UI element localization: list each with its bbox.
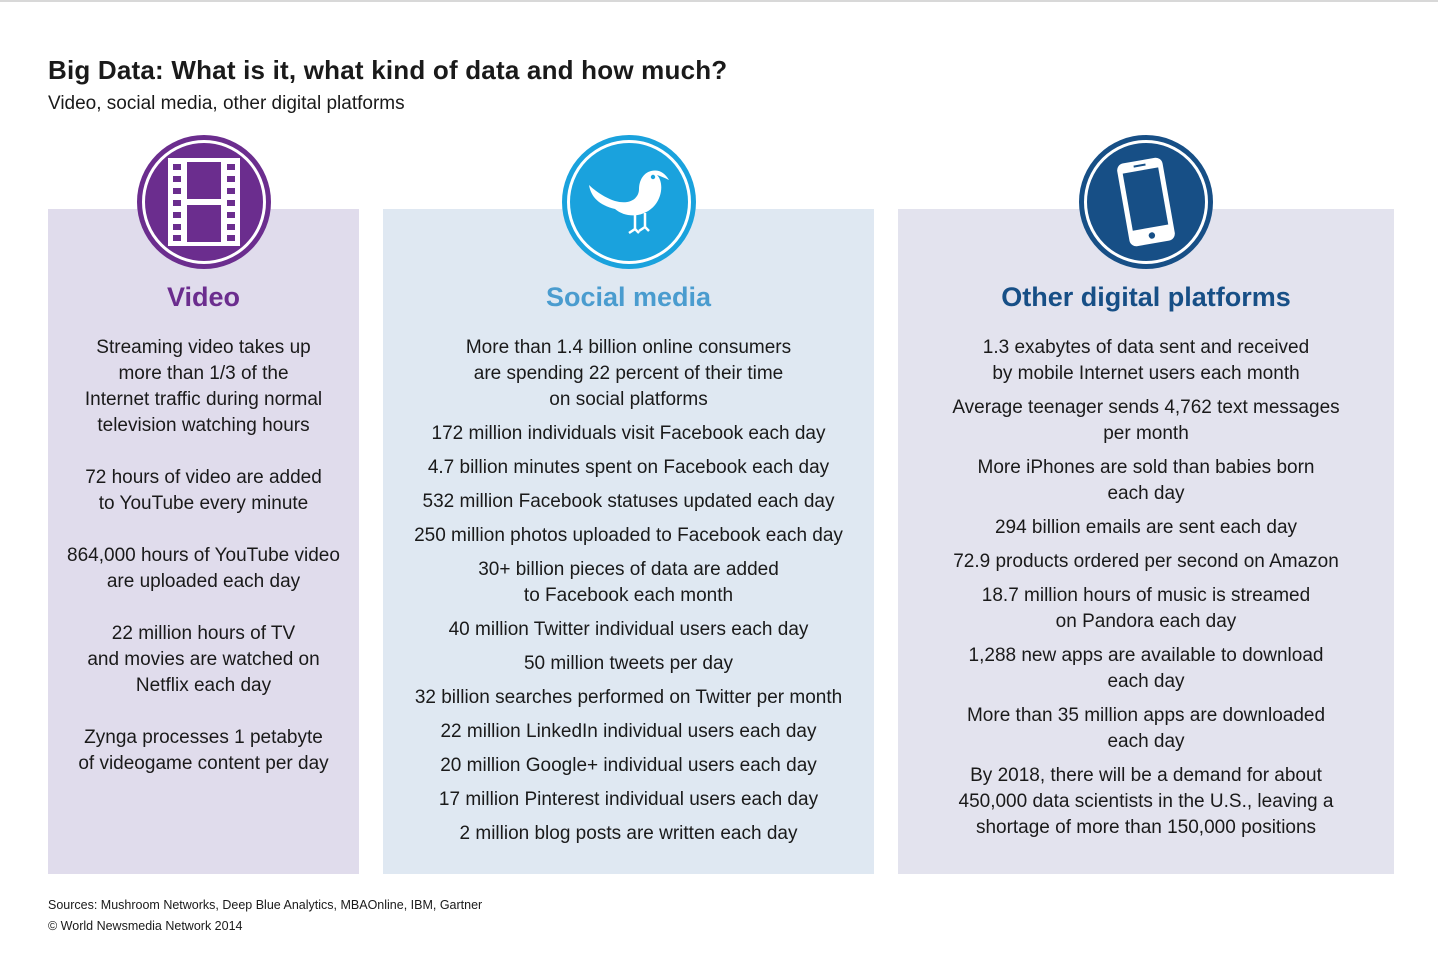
page-title: Big Data: What is it, what kind of data …: [48, 55, 728, 85]
list-item: 72.9 products ordered per second on Amaz…: [953, 551, 1339, 572]
list-item: Zynga processes 1 petabyte of videogame …: [78, 727, 329, 774]
list-item: Streaming video takes up more than 1/3 o…: [84, 337, 323, 436]
video-facts-list: Streaming video takes up more than 1/3 o…: [48, 335, 359, 803]
social-badge: [561, 135, 696, 269]
list-item: 294 billion emails are sent each day: [994, 517, 1298, 538]
list-item: By 2018, there will be a demand for abou…: [958, 765, 1334, 838]
top-divider: [0, 0, 1438, 2]
list-item: 32 billion searches performed on Twitter…: [414, 687, 843, 708]
list-item: 50 million tweets per day: [523, 653, 734, 674]
list-item: 22 million hours of TV and movies are wa…: [87, 623, 320, 696]
list-item: 250 million photos uploaded to Facebook …: [414, 525, 843, 546]
list-item: 4.7 billion minutes spent on Facebook ea…: [427, 457, 830, 478]
list-item: 17 million Pinterest individual users ea…: [438, 789, 819, 810]
copyright-text: © World Newsmedia Network 2014: [48, 919, 243, 933]
social-heading: Social media: [545, 282, 712, 312]
video-panel: Video Streaming video takes up more than…: [48, 135, 359, 874]
video-heading: Video: [166, 282, 241, 312]
page-subtitle: Video, social media, other digital platf…: [48, 93, 405, 114]
list-item: 1,288 new apps are available to download…: [968, 645, 1324, 692]
social-facts-list: More than 1.4 billion online consumers a…: [383, 335, 874, 855]
other-platforms-panel: Other digital platforms 1.3 exabytes of …: [898, 135, 1394, 874]
other-heading: Other digital platforms: [1001, 282, 1291, 312]
film-strip-icon: [167, 158, 240, 246]
list-item: 18.7 million hours of music is streamed …: [981, 585, 1311, 632]
list-item: More than 35 million apps are downloaded…: [966, 705, 1326, 752]
list-item: 532 million Facebook statuses updated ea…: [422, 491, 835, 512]
list-item: Average teenager sends 4,762 text messag…: [952, 397, 1340, 444]
smartphone-icon: [1117, 157, 1175, 247]
footer: Sources: Mushroom Networks, Deep Blue An…: [48, 895, 482, 937]
list-item: More than 1.4 billion online consumers a…: [465, 337, 792, 410]
other-facts-list: 1.3 exabytes of data sent and received b…: [898, 335, 1394, 849]
list-item: 30+ billion pieces of data are added to …: [478, 559, 779, 606]
list-item: 1.3 exabytes of data sent and received b…: [982, 337, 1310, 384]
list-item: 2 million blog posts are written each da…: [459, 823, 798, 844]
list-item: 172 million individuals visit Facebook e…: [431, 423, 826, 444]
other-badge: [1079, 135, 1213, 269]
social-media-panel: Social media More than 1.4 billion onlin…: [383, 135, 874, 874]
list-item: More iPhones are sold than babies born e…: [977, 457, 1315, 504]
list-item: 40 million Twitter individual users each…: [448, 619, 809, 640]
list-item: 864,000 hours of YouTube video are uploa…: [67, 545, 340, 592]
sources-text: Sources: Mushroom Networks, Deep Blue An…: [48, 898, 483, 912]
list-item: 22 million LinkedIn individual users eac…: [440, 721, 817, 742]
list-item: 20 million Google+ individual users each…: [440, 755, 817, 776]
list-item: 72 hours of video are added to YouTube e…: [85, 467, 322, 514]
video-badge: [136, 135, 271, 269]
bird-icon: [588, 170, 669, 235]
